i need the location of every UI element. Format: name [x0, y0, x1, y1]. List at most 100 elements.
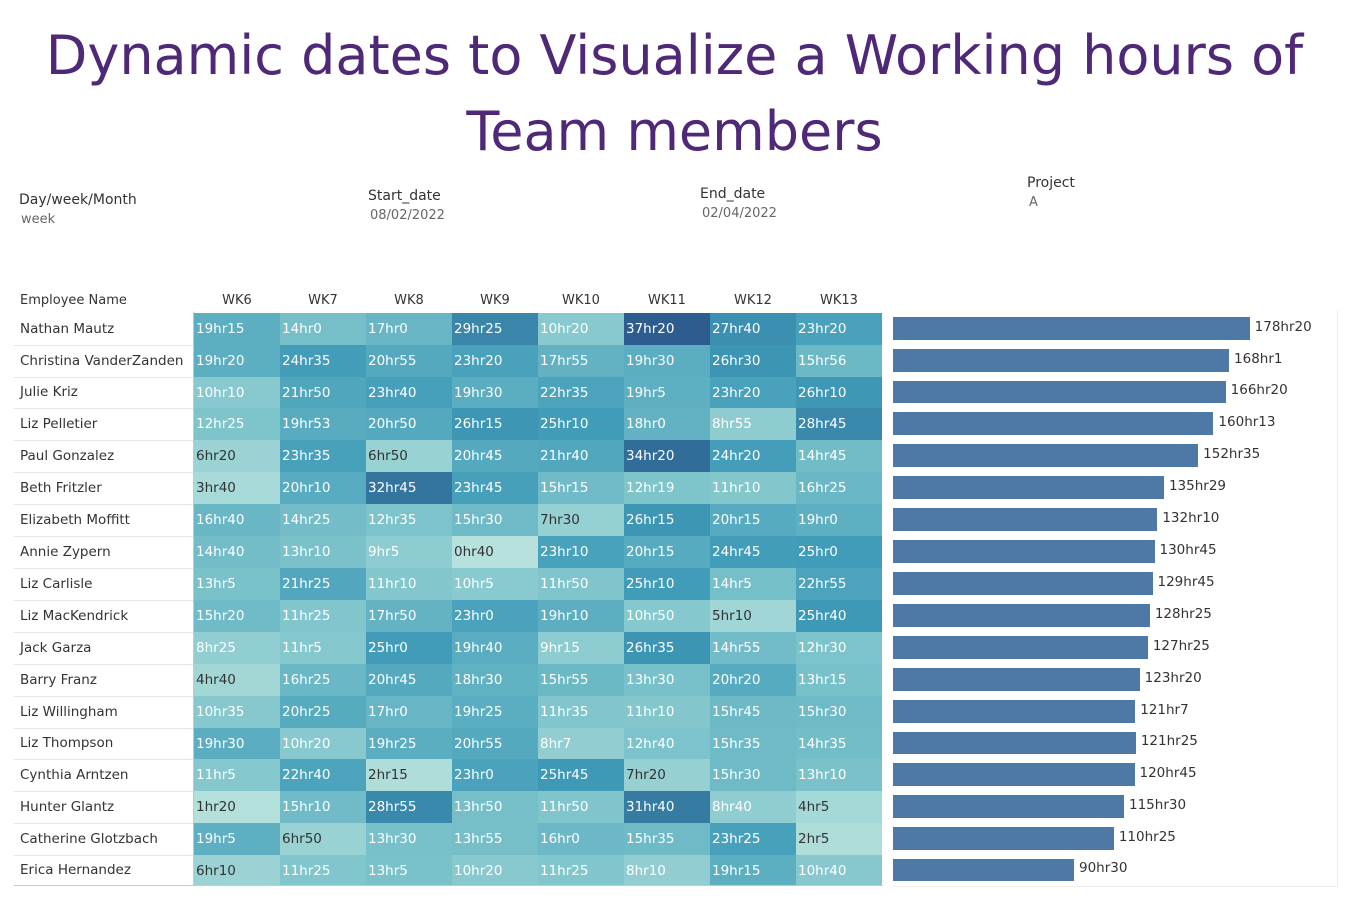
start-date-value[interactable]: 08/02/2022: [370, 208, 445, 223]
heatmap-cell[interactable]: 16hr0: [538, 823, 624, 855]
heatmap-cell[interactable]: 14hr45: [796, 440, 882, 472]
heatmap-cell[interactable]: 10hr20: [538, 313, 624, 345]
start-date-filter[interactable]: Start_date 08/02/2022: [368, 188, 445, 223]
heatmap-cell[interactable]: 8hr25: [194, 632, 280, 664]
total-hours-bar[interactable]: [893, 636, 1148, 659]
heatmap-cell[interactable]: 8hr10: [624, 855, 710, 886]
heatmap-cell[interactable]: 2hr15: [366, 759, 452, 791]
heatmap-cell[interactable]: 28hr55: [366, 791, 452, 823]
heatmap-cell[interactable]: 12hr30: [796, 632, 882, 664]
heatmap-cell[interactable]: 10hr5: [452, 568, 538, 600]
heatmap-cell[interactable]: 11hr10: [366, 568, 452, 600]
heatmap-cell[interactable]: 10hr40: [796, 855, 882, 886]
heatmap-cell[interactable]: 10hr20: [452, 855, 538, 886]
heatmap-cell[interactable]: 11hr50: [538, 568, 624, 600]
heatmap-cell[interactable]: 16hr25: [796, 472, 882, 504]
heatmap-cell[interactable]: 22hr40: [280, 759, 366, 791]
heatmap-cell[interactable]: 23hr20: [452, 345, 538, 377]
heatmap-cell[interactable]: 32hr45: [366, 472, 452, 504]
heatmap-cell[interactable]: 19hr20: [194, 345, 280, 377]
heatmap-cell[interactable]: 19hr30: [194, 728, 280, 759]
heatmap-cell[interactable]: 11hr10: [624, 696, 710, 728]
total-hours-bar[interactable]: [893, 859, 1074, 881]
heatmap-cell[interactable]: 19hr15: [194, 313, 280, 345]
heatmap-cell[interactable]: 26hr15: [624, 504, 710, 536]
heatmap-cell[interactable]: 25hr10: [538, 408, 624, 440]
heatmap-cell[interactable]: 15hr10: [280, 791, 366, 823]
heatmap-cell[interactable]: 34hr20: [624, 440, 710, 472]
heatmap-cell[interactable]: 15hr15: [538, 472, 624, 504]
heatmap-cell[interactable]: 4hr40: [194, 664, 280, 696]
heatmap-cell[interactable]: 19hr53: [280, 408, 366, 440]
heatmap-cell[interactable]: 17hr55: [538, 345, 624, 377]
heatmap-cell[interactable]: 13hr15: [796, 664, 882, 696]
heatmap-cell[interactable]: 18hr30: [452, 664, 538, 696]
heatmap-cell[interactable]: 14hr35: [796, 728, 882, 759]
heatmap-cell[interactable]: 4hr5: [796, 791, 882, 823]
heatmap-cell[interactable]: 6hr50: [366, 440, 452, 472]
total-hours-bar[interactable]: [893, 795, 1124, 818]
heatmap-cell[interactable]: 14hr40: [194, 536, 280, 568]
heatmap-cell[interactable]: 6hr50: [280, 823, 366, 855]
heatmap-cell[interactable]: 23hr20: [710, 377, 796, 408]
total-hours-bar[interactable]: [893, 668, 1140, 691]
heatmap-cell[interactable]: 20hr55: [452, 728, 538, 759]
heatmap-cell[interactable]: 2hr5: [796, 823, 882, 855]
heatmap-cell[interactable]: 12hr40: [624, 728, 710, 759]
end-date-value[interactable]: 02/04/2022: [702, 206, 777, 221]
heatmap-cell[interactable]: 5hr10: [710, 600, 796, 632]
heatmap-cell[interactable]: 20hr55: [366, 345, 452, 377]
total-hours-bar[interactable]: [893, 827, 1114, 850]
heatmap-cell[interactable]: 11hr50: [538, 791, 624, 823]
heatmap-cell[interactable]: 11hr35: [538, 696, 624, 728]
heatmap-cell[interactable]: 23hr0: [452, 759, 538, 791]
total-hours-bar[interactable]: [893, 381, 1226, 403]
total-hours-bar[interactable]: [893, 572, 1153, 595]
total-hours-bar[interactable]: [893, 476, 1164, 499]
period-filter[interactable]: Day/week/Month week: [19, 192, 137, 227]
heatmap-cell[interactable]: 13hr30: [366, 823, 452, 855]
heatmap-cell[interactable]: 12hr25: [194, 408, 280, 440]
heatmap-cell[interactable]: 15hr35: [624, 823, 710, 855]
heatmap-cell[interactable]: 14hr55: [710, 632, 796, 664]
heatmap-cell[interactable]: 26hr35: [624, 632, 710, 664]
heatmap-cell[interactable]: 20hr10: [280, 472, 366, 504]
heatmap-cell[interactable]: 13hr55: [452, 823, 538, 855]
heatmap-cell[interactable]: 15hr30: [796, 696, 882, 728]
heatmap-cell[interactable]: 18hr0: [624, 408, 710, 440]
heatmap-cell[interactable]: 17hr50: [366, 600, 452, 632]
heatmap-cell[interactable]: 9hr15: [538, 632, 624, 664]
heatmap-cell[interactable]: 15hr35: [710, 728, 796, 759]
heatmap-cell[interactable]: 10hr10: [194, 377, 280, 408]
heatmap-cell[interactable]: 25hr10: [624, 568, 710, 600]
total-hours-bar[interactable]: [893, 508, 1158, 531]
heatmap-cell[interactable]: 0hr40: [452, 536, 538, 568]
heatmap-cell[interactable]: 19hr0: [796, 504, 882, 536]
heatmap-cell[interactable]: 19hr30: [452, 377, 538, 408]
heatmap-cell[interactable]: 13hr5: [366, 855, 452, 886]
heatmap-cell[interactable]: 1hr20: [194, 791, 280, 823]
heatmap-cell[interactable]: 21hr25: [280, 568, 366, 600]
heatmap-cell[interactable]: 16hr25: [280, 664, 366, 696]
heatmap-cell[interactable]: 3hr40: [194, 472, 280, 504]
end-date-filter[interactable]: End_date 02/04/2022: [700, 186, 777, 221]
heatmap-cell[interactable]: 19hr25: [452, 696, 538, 728]
heatmap-cell[interactable]: 21hr40: [538, 440, 624, 472]
heatmap-cell[interactable]: 17hr0: [366, 313, 452, 345]
heatmap-cell[interactable]: 20hr15: [624, 536, 710, 568]
heatmap-cell[interactable]: 19hr25: [366, 728, 452, 759]
total-hours-bar[interactable]: [893, 604, 1150, 627]
heatmap-cell[interactable]: 14hr5: [710, 568, 796, 600]
heatmap-cell[interactable]: 8hr7: [538, 728, 624, 759]
heatmap-cell[interactable]: 15hr56: [796, 345, 882, 377]
heatmap-cell[interactable]: 20hr45: [452, 440, 538, 472]
total-hours-bar[interactable]: [893, 444, 1199, 467]
heatmap-cell[interactable]: 20hr25: [280, 696, 366, 728]
total-hours-bar[interactable]: [893, 763, 1135, 786]
heatmap-cell[interactable]: 25hr0: [796, 536, 882, 568]
heatmap-cell[interactable]: 29hr25: [452, 313, 538, 345]
heatmap-cell[interactable]: 11hr25: [280, 600, 366, 632]
total-hours-bar[interactable]: [893, 540, 1155, 563]
heatmap-cell[interactable]: 12hr35: [366, 504, 452, 536]
heatmap-cell[interactable]: 15hr30: [710, 759, 796, 791]
